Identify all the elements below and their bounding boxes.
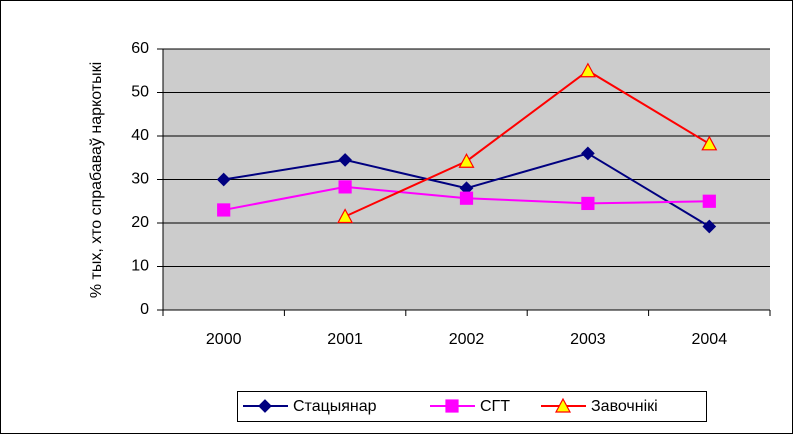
x-tick-label: 2004 <box>692 331 728 348</box>
legend-label: Стацыянар <box>293 398 377 415</box>
y-tick-label: 30 <box>131 171 149 188</box>
x-tick-label: 2002 <box>449 331 485 348</box>
data-point <box>581 196 595 211</box>
data-point <box>702 194 716 208</box>
data-point <box>338 153 352 167</box>
y-axis-label: % тых, хто спрабаваў наркотыкі <box>88 62 105 298</box>
y-tick-label: 60 <box>131 40 149 57</box>
data-point <box>459 191 474 205</box>
data-point <box>581 146 595 161</box>
legend-marker <box>445 399 459 413</box>
series-line <box>344 69 710 218</box>
data-point <box>338 180 352 194</box>
y-tick-label: 40 <box>131 127 149 144</box>
data-point <box>701 135 718 151</box>
data-point <box>579 62 596 78</box>
legend-marker <box>554 397 572 413</box>
legend-label: Завочнікі <box>591 398 658 415</box>
data-point <box>702 219 717 234</box>
y-tick-label: 20 <box>131 214 149 231</box>
y-tick-label: 50 <box>131 84 149 101</box>
y-tick-label: 0 <box>140 301 149 318</box>
legend-label: СГТ <box>480 398 510 415</box>
legend-marker <box>258 399 272 413</box>
x-tick-label: 2003 <box>570 331 606 348</box>
x-tick-label: 2001 <box>327 331 363 348</box>
data-point <box>458 152 475 168</box>
data-point <box>216 172 231 187</box>
data-point <box>337 208 354 224</box>
data-point <box>217 203 231 217</box>
y-tick-label: 10 <box>131 258 149 275</box>
x-tick-label: 2000 <box>206 331 242 348</box>
